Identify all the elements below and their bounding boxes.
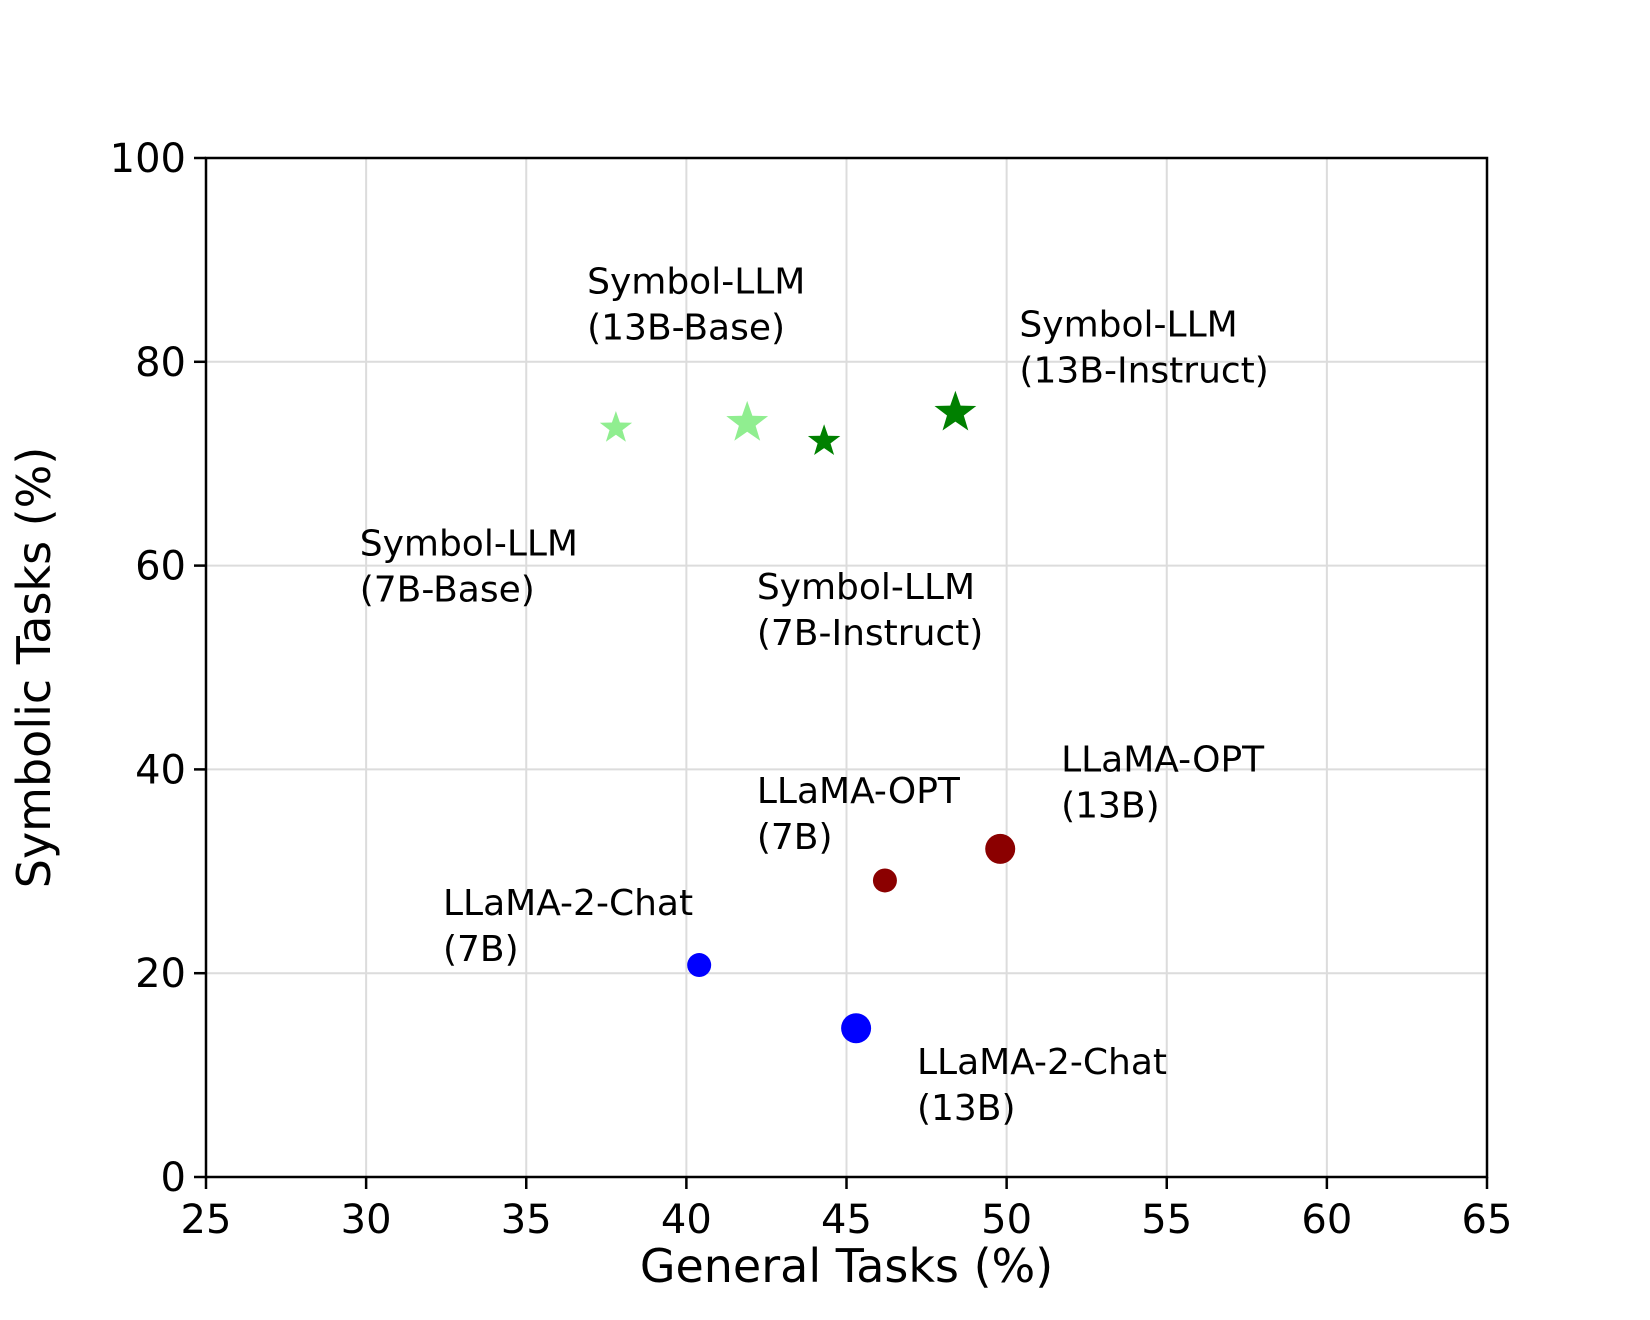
y-tick-label: 80 xyxy=(135,340,186,386)
x-tick-label: 25 xyxy=(181,1197,232,1243)
point-label: (13B) xyxy=(1061,785,1160,826)
y-axis-label: Symbolic Tasks (%) xyxy=(7,447,61,889)
point-label: LLaMA-OPT xyxy=(1061,739,1265,780)
circle-marker xyxy=(985,833,1016,864)
point-label: LLaMA-2-Chat xyxy=(917,1042,1167,1083)
point-label: Symbol-LLM xyxy=(360,523,578,564)
circle-marker xyxy=(687,953,712,978)
x-tick-label: 60 xyxy=(1301,1197,1352,1243)
point-label: LLaMA-OPT xyxy=(757,771,961,812)
x-tick-label: 30 xyxy=(341,1197,392,1243)
x-tick-label: 45 xyxy=(821,1197,872,1243)
x-tick-label: 65 xyxy=(1462,1197,1513,1243)
point-label: (13B-Instruct) xyxy=(1019,350,1268,391)
y-tick-label: 60 xyxy=(135,544,186,590)
x-tick-label: 35 xyxy=(501,1197,552,1243)
x-axis-label: General Tasks (%) xyxy=(640,1239,1053,1293)
point-label: (7B-Base) xyxy=(360,569,535,610)
point-label: Symbol-LLM xyxy=(757,567,975,608)
y-tick-label: 0 xyxy=(161,1155,186,1201)
data-markers xyxy=(599,390,1016,1044)
star-marker xyxy=(599,411,633,442)
point-label: (13B-Base) xyxy=(587,308,785,349)
x-tick-label: 40 xyxy=(661,1197,712,1243)
x-tick-label: 55 xyxy=(1141,1197,1192,1243)
star-marker xyxy=(934,390,977,431)
x-tick-label: 50 xyxy=(981,1197,1032,1243)
point-label: (7B) xyxy=(443,929,519,970)
y-tick-label: 100 xyxy=(110,136,186,182)
y-tick-label: 20 xyxy=(135,951,186,997)
point-annotations: Symbol-LLM (13B-Base) Symbol-LLM (13B-Instr… xyxy=(360,262,1269,1130)
point-label: Symbol-LLM xyxy=(587,262,805,303)
point-label: (7B-Instruct) xyxy=(757,613,984,654)
circle-marker xyxy=(872,868,897,893)
y-tick-label: 40 xyxy=(135,747,186,793)
grid-lines xyxy=(205,157,1488,1178)
axis-ticks: 25 30 35 40 45 50 55 60 65 0 20 40 60 80 100 xyxy=(110,136,1513,1243)
point-label: LLaMA-2-Chat xyxy=(443,883,693,924)
point-label: Symbol-LLM xyxy=(1019,304,1237,345)
star-marker xyxy=(726,400,769,441)
point-label: (13B) xyxy=(917,1088,1016,1129)
circle-marker xyxy=(841,1013,872,1044)
star-marker xyxy=(807,424,841,455)
point-label: (7B) xyxy=(757,817,833,858)
